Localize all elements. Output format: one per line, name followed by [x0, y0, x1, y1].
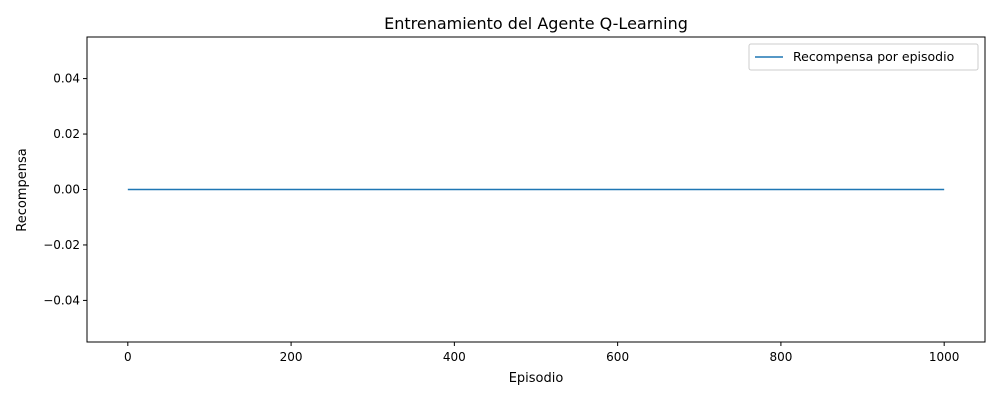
x-tick-label: 1000 — [929, 350, 960, 364]
x-tick-label: 800 — [769, 350, 792, 364]
legend-box — [748, 43, 979, 71]
y-axis: 0.04 0.02 0.00 −0.02 −0.04 — [43, 72, 87, 307]
x-axis-label: Episodio — [509, 371, 564, 386]
legend-label: Recompensa por episodio — [793, 49, 954, 64]
x-tick-label: 200 — [280, 350, 303, 364]
chart-title: Entrenamiento del Agente Q-Learning — [384, 14, 688, 33]
y-tick-label: −0.04 — [43, 293, 80, 307]
x-tick-label: 400 — [443, 350, 466, 364]
y-tick-label: 0.02 — [53, 127, 80, 141]
y-axis-label: Recompensa — [15, 148, 30, 231]
x-axis: 0 200 400 600 800 1000 — [124, 342, 959, 364]
legend: Recompensa por episodio — [748, 43, 979, 71]
y-tick-label: 0.04 — [53, 72, 80, 86]
x-tick-label: 600 — [606, 350, 629, 364]
x-tick-label: 0 — [124, 350, 132, 364]
y-tick-label: 0.00 — [53, 183, 80, 197]
y-tick-label: −0.02 — [43, 238, 80, 252]
